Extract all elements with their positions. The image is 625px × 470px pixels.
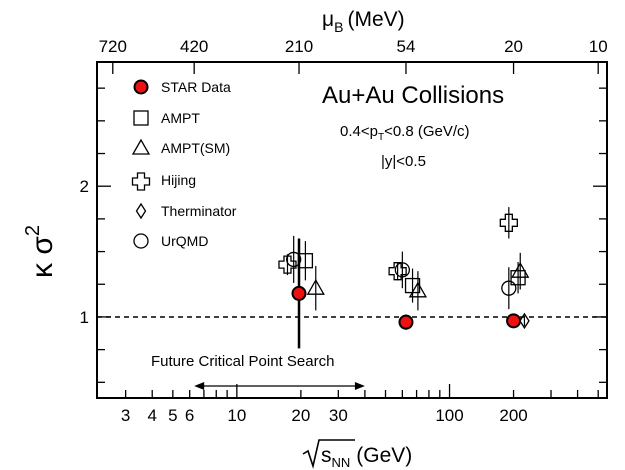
plot-frame: [96, 61, 608, 399]
data-point-therminator: [519, 312, 530, 330]
legend-marker-ampt: [133, 110, 149, 126]
x-tick-label: 100: [435, 406, 463, 425]
search-arrow-head-right: [354, 382, 365, 390]
y-tick-label: 1: [80, 308, 89, 327]
data-point-hijing: [278, 255, 297, 274]
top-tick-label: 54: [397, 37, 416, 56]
x-tick-label: 20: [291, 406, 310, 425]
y-tick-label: 2: [80, 177, 89, 196]
data-point-urqmd: [394, 262, 411, 278]
search-label: Future Critical Point Search: [151, 353, 334, 370]
y-axis-title: κ σ2: [22, 225, 59, 278]
data-point-urqmd: [286, 251, 302, 268]
chart-marks: 3 4 5 6 10 20 30 100 200 720 420 210 54 20 10 1 2: [80, 37, 608, 425]
legend-marker-urqmd: [133, 233, 149, 249]
data-point-ampt-sm: [408, 281, 428, 298]
legend-marker-star: [133, 79, 149, 95]
top-tick-label: 420: [180, 37, 208, 56]
legend-label-ampt: AMPT: [161, 110, 200, 126]
search-arrow-head-left: [194, 382, 205, 390]
top-tick-label: 20: [504, 37, 523, 56]
x-axis-title: sNN (GeV): [302, 439, 412, 470]
x-tick-label: 5: [168, 406, 177, 425]
rapidity-label: |y|<0.5: [381, 153, 426, 170]
legend-label-hijing: Hijing: [161, 172, 196, 188]
top-tick-label: 210: [285, 37, 313, 56]
data-point-ampt-sm: [306, 278, 325, 295]
legend-label-urqmd: UrQMD: [161, 233, 208, 249]
data-point-hijing: [388, 262, 407, 281]
x-tick-label: 4: [147, 406, 156, 425]
x-tick-label: 6: [185, 406, 194, 425]
legend-marker-ampt-sm: [131, 138, 151, 155]
data-point-ampt-sm: [511, 261, 530, 278]
pt-cut-label: 0.4<pT<0.8 (GeV/c): [340, 123, 470, 143]
legend: STAR Data AMPT AMPT(SM) Hijing Therminat…: [131, 79, 237, 249]
svg-text:sNN(GeV): sNN (GeV): [321, 444, 412, 470]
top-tick-label: 720: [99, 37, 127, 56]
legend-label-ampt-sm: AMPT(SM): [161, 140, 230, 156]
sqrt-sign: [302, 439, 355, 469]
legend-label-therminator: Therminator: [161, 203, 237, 219]
system-label: Au+Au Collisions: [322, 82, 504, 109]
top-tick-label: 10: [589, 37, 608, 56]
x-tick-label: 3: [121, 406, 130, 425]
legend-label-star: STAR Data: [161, 79, 231, 95]
top-axis-title: μB (MeV): [322, 8, 405, 35]
x-tick-label: 10: [227, 406, 246, 425]
data-point-urqmd: [501, 280, 517, 296]
x-tick-label: 200: [499, 406, 527, 425]
legend-marker-therminator: [135, 202, 147, 220]
legend-marker-hijing: [131, 172, 151, 191]
data-point-star: [398, 314, 414, 330]
data-point-hijing: [499, 213, 518, 232]
x-tick-label: 30: [329, 406, 348, 425]
data-point-star: [506, 313, 522, 329]
data-point-star: [291, 285, 307, 301]
